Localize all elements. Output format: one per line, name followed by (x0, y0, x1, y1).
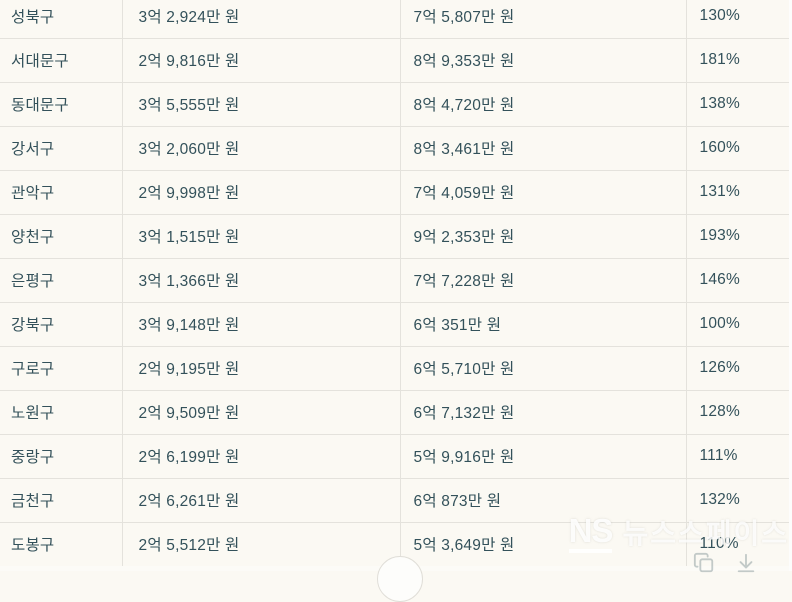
cell-price_b: 5억 3,649만 원 (400, 522, 687, 567)
cell-ratio: 110% (686, 522, 790, 567)
cell-price_b: 9억 2,353만 원 (400, 214, 687, 259)
cell-price_b: 7억 4,059만 원 (400, 170, 687, 215)
cell-price_b: 5억 9,916만 원 (400, 434, 687, 479)
table-row: 은평구 3억 1,366만 원 7억 7,228만 원 146% (0, 258, 790, 303)
cell-district: 동대문구 (0, 82, 123, 127)
cell-district: 은평구 (0, 258, 123, 303)
cell-price_a: 3억 5,555만 원 (122, 82, 401, 127)
cell-price_b: 6억 351만 원 (400, 302, 687, 347)
cell-price_a: 3억 1,515만 원 (122, 214, 401, 259)
cell-district: 서대문구 (0, 38, 123, 83)
table-row: 도봉구 2억 5,512만 원 5억 3,649만 원 110% (0, 522, 790, 567)
cell-ratio: 132% (686, 478, 790, 523)
cell-price_b: 8억 3,461만 원 (400, 126, 687, 171)
table-row: 관악구 2억 9,998만 원 7억 4,059만 원 131% (0, 170, 790, 215)
cell-price_b: 7억 5,807만 원 (400, 0, 687, 39)
cell-district: 금천구 (0, 478, 123, 523)
cell-district: 강북구 (0, 302, 123, 347)
table-row: 노원구 2억 9,509만 원 6억 7,132만 원 128% (0, 390, 790, 435)
cell-price_b: 6억 7,132만 원 (400, 390, 687, 435)
cell-price_a: 3억 2,060만 원 (122, 126, 401, 171)
cell-ratio: 193% (686, 214, 790, 259)
table: 성북구 3억 2,924만 원 7억 5,807만 원 130% 서대문구 2억 9,81… (0, 0, 790, 567)
cell-district: 도봉구 (0, 522, 123, 567)
cell-price_a: 2억 5,512만 원 (122, 522, 401, 567)
cell-district: 관악구 (0, 170, 123, 215)
table-body: 성북구 3억 2,924만 원 7억 5,807만 원 130% 서대문구 2억 9,81… (0, 0, 790, 567)
cell-ratio: 131% (686, 170, 790, 215)
cell-ratio: 111% (686, 434, 790, 479)
cell-price_a: 2억 9,998만 원 (122, 170, 401, 215)
cell-district: 중랑구 (0, 434, 123, 479)
cell-price_a: 2억 6,199만 원 (122, 434, 401, 479)
cell-ratio: 181% (686, 38, 790, 83)
cell-price_a: 3억 2,924만 원 (122, 0, 401, 39)
cell-district: 성북구 (0, 0, 123, 39)
table-row: 중랑구 2억 6,199만 원 5억 9,916만 원 111% (0, 434, 790, 479)
cell-district: 노원구 (0, 390, 123, 435)
cell-ratio: 100% (686, 302, 790, 347)
cell-price_b: 8억 9,353만 원 (400, 38, 687, 83)
cell-price_a: 3억 9,148만 원 (122, 302, 401, 347)
table-row: 동대문구 3억 5,555만 원 8억 4,720만 원 138% (0, 82, 790, 127)
table-row: 금천구 2억 6,261만 원 6억 873만 원 132% (0, 478, 790, 523)
cell-ratio: 128% (686, 390, 790, 435)
cell-price_a: 2억 9,509만 원 (122, 390, 401, 435)
cell-price_b: 7억 7,228만 원 (400, 258, 687, 303)
district-price-table: 성북구 3억 2,924만 원 7억 5,807만 원 130% 서대문구 2억 9,81… (0, 0, 790, 567)
cell-ratio: 146% (686, 258, 790, 303)
table-row: 구로구 2억 9,195만 원 6억 5,710만 원 126% (0, 346, 790, 391)
table-row: 서대문구 2억 9,816만 원 8억 9,353만 원 181% (0, 38, 790, 83)
table-row: 강북구 3억 9,148만 원 6억 351만 원 100% (0, 302, 790, 347)
table-row: 양천구 3억 1,515만 원 9억 2,353만 원 193% (0, 214, 790, 259)
cell-price_a: 2억 6,261만 원 (122, 478, 401, 523)
cell-price_b: 8억 4,720만 원 (400, 82, 687, 127)
cell-price_a: 2억 9,816만 원 (122, 38, 401, 83)
cell-ratio: 126% (686, 346, 790, 391)
cell-price_a: 2억 9,195만 원 (122, 346, 401, 391)
table-row: 강서구 3억 2,060만 원 8억 3,461만 원 160% (0, 126, 790, 171)
cell-district: 양천구 (0, 214, 123, 259)
table-row: 성북구 3억 2,924만 원 7억 5,807만 원 130% (0, 0, 790, 39)
right-edge-strip (789, 0, 792, 571)
cell-district: 구로구 (0, 346, 123, 391)
floating-button-bump[interactable] (377, 556, 423, 602)
cell-price_b: 6억 5,710만 원 (400, 346, 687, 391)
cell-ratio: 138% (686, 82, 790, 127)
cell-price_a: 3억 1,366만 원 (122, 258, 401, 303)
cell-ratio: 130% (686, 0, 790, 39)
cell-district: 강서구 (0, 126, 123, 171)
cell-ratio: 160% (686, 126, 790, 171)
cell-price_b: 6억 873만 원 (400, 478, 687, 523)
